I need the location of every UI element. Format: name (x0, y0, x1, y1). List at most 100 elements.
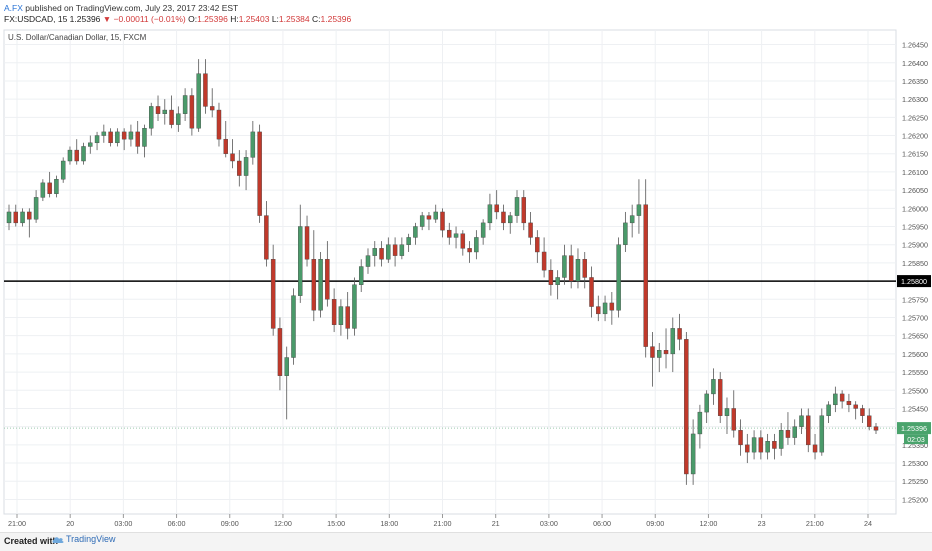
candle-down (582, 259, 587, 278)
candle-down (548, 269, 554, 285)
candle-down (846, 400, 852, 406)
candle-up (298, 226, 303, 296)
candle-down (853, 404, 858, 409)
x-tick-label: 21:00 (434, 519, 452, 528)
candle-up (555, 277, 560, 285)
countdown-label: 02:03 (907, 437, 925, 444)
x-tick-label: 06:00 (168, 519, 186, 528)
candle-up (765, 441, 770, 453)
candle-up (54, 179, 59, 194)
countdown-tag (904, 434, 928, 445)
candle-down (609, 302, 615, 311)
candle-up (711, 379, 716, 395)
candle-up (670, 328, 676, 355)
x-tick-label: 23 (758, 519, 766, 528)
candle-up (399, 244, 405, 256)
candle-down (331, 299, 337, 325)
candle-up (33, 197, 39, 220)
x-tick-label: 09:00 (646, 519, 664, 528)
x-tick-label: 06:00 (593, 519, 611, 528)
candle-up (338, 306, 344, 325)
candle-down (460, 233, 466, 249)
candle-down (839, 393, 845, 402)
candle-down (264, 215, 269, 260)
y-tick-label: 1.25300 (902, 459, 928, 468)
candle-down (257, 131, 262, 216)
x-tick-label: 18:00 (380, 519, 398, 528)
author-link[interactable]: A.FX (4, 3, 23, 13)
y-tick-label: 1.26200 (902, 132, 928, 141)
candle-up (20, 211, 25, 224)
candle-up (182, 95, 188, 114)
candle-up (575, 259, 581, 282)
candle-up (792, 426, 797, 438)
candle-up (372, 248, 377, 256)
y-tick-label: 1.25900 (902, 241, 928, 250)
candle-up (149, 106, 154, 129)
candle-up (514, 197, 520, 216)
candle-up (562, 255, 567, 278)
candle-up (819, 415, 825, 453)
created-with-text: Created with (4, 536, 59, 546)
candle-down (528, 222, 533, 238)
low-value: 1.25384 (278, 14, 310, 24)
footer-bar: Created with TradingView (0, 532, 932, 551)
x-tick-label: 21:00 (8, 519, 26, 528)
candle-down (237, 160, 242, 176)
candle-down (717, 379, 723, 416)
tradingview-brand-text: TradingView (66, 534, 116, 544)
x-tick-label: 03:00 (540, 519, 558, 528)
candle-down (277, 328, 283, 376)
y-tick-label: 1.25600 (902, 350, 928, 359)
candle-down (873, 426, 879, 431)
candle-down (772, 441, 777, 449)
close-value: 1.25396 (320, 14, 352, 24)
candle-down (738, 430, 743, 446)
y-tick-label: 1.25550 (902, 368, 928, 377)
chart-area[interactable]: 1.26450 1.26400 1.26350 1.26300 1.26250 1.262… (0, 0, 932, 537)
candle-up (81, 146, 86, 162)
candle-down (785, 430, 791, 438)
y-tick-label: 1.26300 (902, 95, 928, 104)
x-tick-label: 24 (864, 519, 872, 528)
candle-down (392, 244, 398, 256)
candle-up (508, 215, 513, 224)
x-tick-label: 12:00 (274, 519, 292, 528)
candle-up (250, 131, 256, 158)
candle-up (67, 149, 73, 162)
publish-info: A.FX published on TradingView.com, July … (4, 3, 238, 13)
candle-down (325, 259, 330, 300)
candle-down (169, 109, 174, 125)
candle-down (230, 153, 235, 162)
candlestick-chart[interactable]: 1.26450 1.26400 1.26350 1.26300 1.26250 1.262… (0, 0, 932, 532)
candle-down (535, 237, 540, 253)
level-price-label: 1.25800 (901, 277, 927, 286)
last-price-label: 1.25396 (901, 424, 927, 433)
candle-down (108, 131, 113, 144)
level-price-tag (897, 275, 931, 288)
y-tick-label: 1.25700 (902, 313, 928, 322)
candle-down (189, 95, 195, 129)
y-tick-label: 1.26400 (902, 59, 928, 68)
low-label: L: (271, 14, 279, 24)
change-value: −0.00011 (−0.01%) (113, 14, 186, 24)
candle-down (860, 408, 865, 416)
candle-up (94, 135, 100, 144)
candle-down (74, 149, 79, 162)
candle-up (101, 131, 107, 136)
down-arrow-icon: ▼ (102, 14, 112, 24)
high-value: 1.25403 (238, 14, 270, 24)
candle-down (758, 437, 764, 453)
candle-down (521, 197, 527, 224)
candle-up (487, 204, 493, 224)
candle-down (663, 350, 669, 355)
candle-down (447, 229, 452, 238)
candle-down (311, 259, 317, 311)
tradingview-brand-link[interactable]: TradingView (52, 534, 116, 544)
candle-up (636, 204, 642, 216)
x-tick-label: 21:00 (806, 519, 824, 528)
candle-up (318, 259, 323, 311)
candle-up (433, 211, 438, 220)
candle-up (196, 73, 201, 129)
y-tick-label: 1.26150 (902, 150, 928, 159)
